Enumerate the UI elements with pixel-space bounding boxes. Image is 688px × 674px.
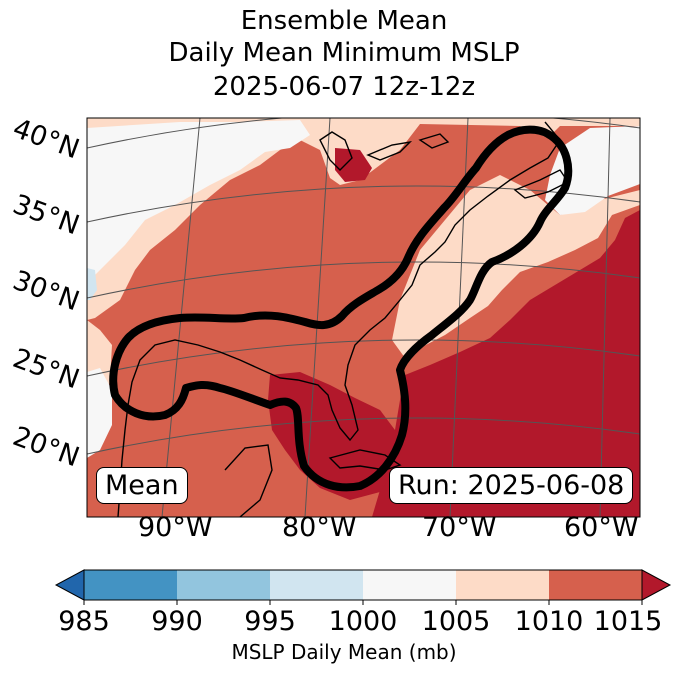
coast-yucatan	[224, 444, 273, 517]
ensemble-contour	[109, 125, 573, 492]
lon-label-90w: 90°W	[138, 512, 213, 543]
field-gt-1015-cell	[335, 148, 372, 182]
parallel-40n	[87, 118, 640, 149]
colorbar-low-extend	[54, 569, 85, 601]
meridian-60w	[599, 118, 611, 517]
colorbar-tick-marks	[83, 600, 643, 605]
parallel-25n	[87, 339, 640, 377]
colorbar-bin-1000-1005	[363, 570, 456, 600]
map-frame	[86, 117, 641, 518]
map-title-line-3: 2025-06-07 12z-12z	[212, 72, 476, 102]
coast-lake-erie	[366, 140, 413, 161]
colorbar-bin-985-990	[84, 570, 177, 600]
lon-label-70w: 70°W	[422, 512, 497, 543]
field-gt-1015-gulf	[268, 372, 395, 500]
meridian-80w	[304, 118, 331, 517]
colorbar-tick-1010: 1010	[514, 606, 584, 637]
parallel-30n	[87, 261, 640, 299]
colorbar-bin-990-995	[177, 570, 270, 600]
mean-label-box: Mean	[96, 467, 188, 504]
coast-great-lakes	[319, 131, 353, 171]
field-gt-1015-east	[372, 210, 640, 517]
run-label-box: Run: 2025-06-08	[389, 467, 634, 504]
colorbar	[54, 569, 672, 605]
colorbar-bin-1005-1010	[456, 570, 549, 600]
coast-atlantic	[117, 121, 561, 517]
colorbar-tick-1005: 1005	[421, 606, 491, 637]
map-title-line-1: Ensemble Mean	[240, 6, 448, 36]
field-1000-1005-southwest	[87, 368, 112, 458]
colorbar-tick-985: 985	[58, 606, 110, 637]
coast-lake-ontario	[418, 133, 450, 149]
colorbar-tick-1015: 1015	[593, 606, 663, 637]
field-995-1000	[87, 268, 97, 300]
map-title-line-2: Daily Mean Minimum MSLP	[168, 38, 520, 68]
colorbar-label: MSLP Daily Mean (mb)	[231, 640, 457, 664]
lon-label-80w: 80°W	[282, 512, 357, 543]
colorbar-bin-995-1000	[270, 570, 363, 600]
field-1000-1005-northwest	[87, 120, 310, 278]
lon-label-60w: 60°W	[564, 512, 639, 543]
colorbar-tick-1000: 1000	[328, 606, 398, 637]
colorbar-high-extend	[641, 569, 672, 601]
parallel-20n	[87, 417, 640, 455]
colorbar-tick-990: 990	[151, 606, 203, 637]
colorbar-bin-1010-1015	[549, 570, 642, 600]
colorbar-tick-995: 995	[244, 606, 296, 637]
field-1000-1005-northeast	[545, 126, 640, 215]
